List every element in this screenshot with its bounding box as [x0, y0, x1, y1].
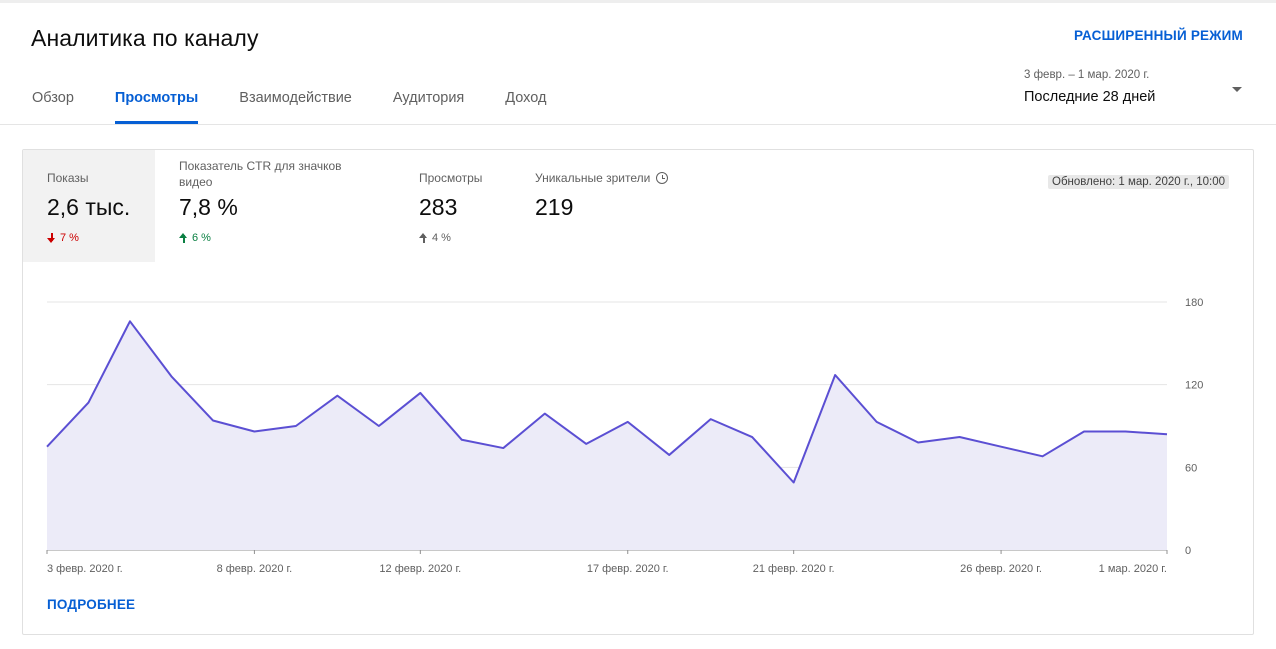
metric-label: Показатель CTR для значков видео — [179, 159, 342, 189]
metric-label: Просмотры — [419, 171, 483, 185]
metric-change-value: 7 % — [60, 232, 79, 244]
x-tick-label: 8 февр. 2020 г. — [217, 563, 293, 575]
top-border — [0, 0, 1276, 3]
arrow-up-icon — [179, 233, 188, 243]
y-tick-label: 120 — [1185, 380, 1203, 392]
analytics-card: Показы 2,6 тыс. 7 % Показатель CTR для з… — [22, 149, 1254, 635]
y-tick-label: 0 — [1185, 545, 1191, 557]
views-chart: 0 60 120 180 3 февр. 2020 г. 8 февр. 2020 г. 1… — [46, 297, 1203, 575]
x-tick-label: 26 февр. 2020 г. — [960, 563, 1042, 575]
metric-change-value: 6 % — [192, 232, 211, 244]
tab-engagement[interactable]: Взаимодействие — [239, 90, 352, 106]
updated-badge: Обновлено: 1 мар. 2020 г., 10:00 — [1048, 175, 1229, 189]
clock-icon — [656, 172, 669, 184]
arrow-down-icon — [47, 233, 56, 243]
caret-down-icon — [1232, 87, 1242, 92]
metric-value: 2,6 тыс. — [47, 194, 131, 220]
x-tick-label: 21 февр. 2020 г. — [753, 563, 835, 575]
metric-impressions[interactable]: Показы 2,6 тыс. 7 % — [23, 150, 155, 262]
metric-change: 6 % — [179, 232, 211, 244]
x-tick-label: 17 февр. 2020 г. — [587, 563, 669, 575]
metric-unique-viewers[interactable]: Уникальные зрители 219 — [511, 150, 711, 262]
metric-label: Уникальные зрители — [535, 171, 651, 185]
date-range-selector[interactable]: 3 февр. – 1 мар. 2020 г. Последние 28 дн… — [1024, 69, 1246, 113]
more-details-link[interactable]: ПОДРОБНЕЕ — [47, 597, 136, 612]
y-tick-label: 180 — [1185, 297, 1203, 309]
metric-change: 4 % — [419, 232, 451, 244]
metric-value: 219 — [535, 194, 574, 220]
metric-change-value: 4 % — [432, 232, 451, 244]
arrow-up-icon — [419, 233, 428, 243]
y-tick-label: 60 — [1185, 462, 1197, 474]
metric-ctr[interactable]: Показатель CTR для значков видео 7,8 % 6… — [155, 150, 375, 262]
date-range-label: Последние 28 дней — [1024, 89, 1156, 105]
metric-label-row: Уникальные зрители — [535, 170, 669, 186]
series-line — [46, 320, 1168, 484]
metric-label: Показы — [47, 171, 89, 185]
date-range-dates: 3 февр. – 1 мар. 2020 г. — [1024, 69, 1150, 81]
metric-value: 7,8 % — [179, 194, 238, 220]
metric-views[interactable]: Просмотры 283 4 % — [395, 150, 511, 262]
advanced-mode-link[interactable]: РАСШИРЕННЫЙ РЕЖИМ — [1074, 28, 1243, 43]
x-tick-label: 3 февр. 2020 г. — [47, 563, 123, 575]
tab-views[interactable]: Просмотры — [114, 90, 199, 124]
tab-revenue[interactable]: Доход — [505, 90, 547, 106]
tab-overview[interactable]: Обзор — [32, 90, 74, 106]
area-fill — [47, 321, 1167, 550]
x-tick-label: 1 мар. 2020 г. — [1099, 563, 1167, 575]
metric-value: 283 — [419, 194, 458, 220]
x-tick-label: 12 февр. 2020 г. — [379, 563, 461, 575]
tab-audience[interactable]: Аудитория — [392, 90, 465, 106]
metric-change: 7 % — [47, 232, 79, 244]
header-divider — [0, 124, 1276, 125]
page-title: Аналитика по каналу — [31, 25, 259, 51]
tab-bar: Обзор Просмотры Взаимодействие Аудитория… — [32, 90, 587, 124]
